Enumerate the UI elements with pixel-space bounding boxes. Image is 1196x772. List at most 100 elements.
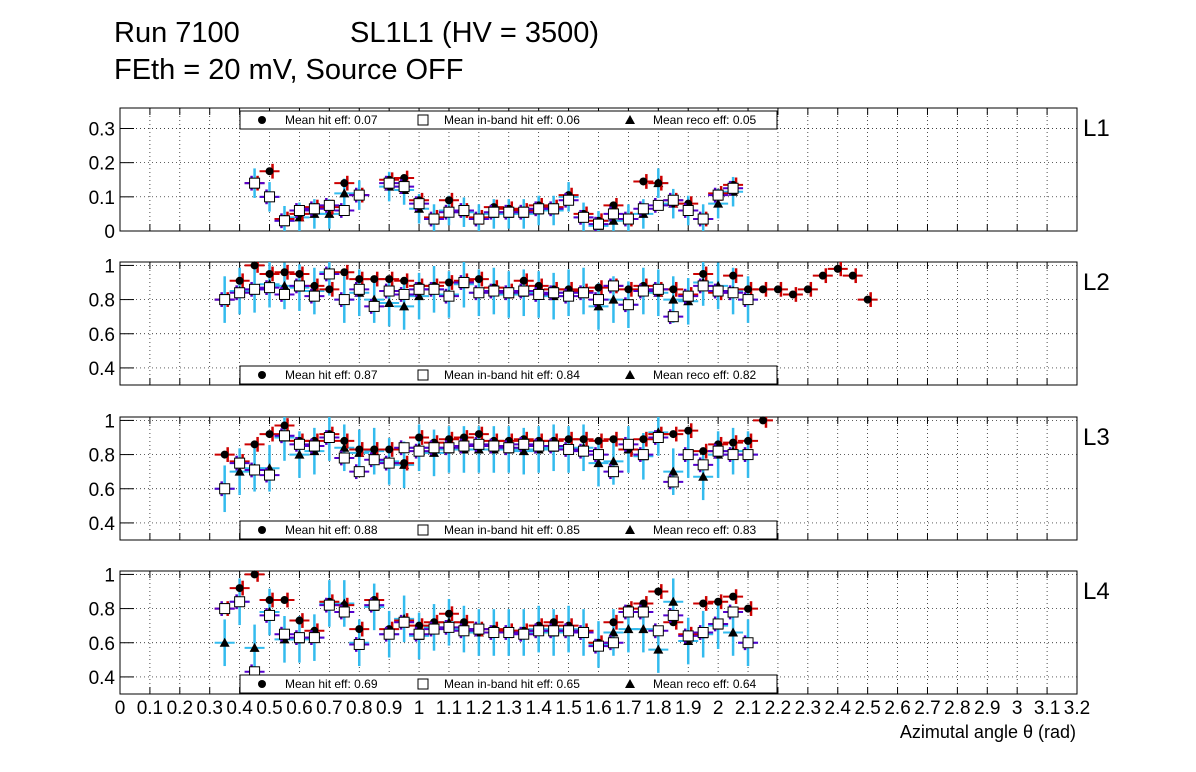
inband-point [588, 216, 609, 231]
hit-point [693, 596, 714, 611]
inband-point [394, 287, 415, 302]
inband-point [289, 278, 310, 294]
inband-point [259, 189, 280, 205]
inband-marker [353, 638, 365, 650]
hit-point [573, 431, 594, 447]
reco-marker [608, 627, 619, 637]
inband-marker [323, 432, 335, 443]
layer-label: L2 [1083, 269, 1110, 296]
legend-reco-marker [625, 679, 635, 688]
y-tick-label: 1 [104, 256, 115, 277]
inband-marker [249, 177, 261, 189]
hit-marker [444, 278, 453, 287]
inband-marker [219, 603, 231, 615]
hit-marker [699, 447, 708, 456]
x-tick-label: 2.9 [974, 698, 1000, 719]
reco-marker [608, 294, 619, 304]
inband-marker [488, 627, 500, 638]
inband-point [259, 467, 280, 483]
inband-marker [458, 277, 470, 288]
hit-point [648, 175, 669, 191]
hit-marker [519, 276, 528, 285]
inband-marker [667, 311, 679, 323]
inband-point [603, 278, 624, 294]
inband-marker [428, 213, 440, 225]
hit-marker [235, 276, 244, 285]
x-tick-label: 2.5 [854, 698, 880, 719]
hit-marker [788, 290, 797, 299]
y-tick-label: 0.6 [89, 634, 115, 655]
inband-point [633, 447, 654, 462]
inband-point [498, 285, 519, 301]
hit-marker [818, 271, 827, 280]
legend-inband-label: Mean in-band hit eff: 0.84 [444, 368, 580, 382]
inband-point [349, 281, 370, 297]
inband-marker [308, 203, 320, 215]
inband-marker [488, 285, 500, 297]
hit-marker [340, 268, 349, 277]
inband-marker [323, 599, 335, 611]
inband-marker [293, 280, 305, 292]
inband-marker [428, 623, 440, 635]
inband-point [424, 281, 445, 297]
inband-point [468, 621, 489, 637]
legend-inband-marker [417, 678, 429, 690]
inband-point [618, 297, 639, 313]
legend-reco-label: Mean reco eff: 0.83 [653, 523, 757, 537]
inband-point [274, 626, 295, 642]
inband-marker [398, 616, 410, 628]
reco-point [364, 276, 385, 323]
inband-marker [293, 205, 305, 216]
x-tick-label: 2.7 [914, 698, 940, 719]
inband-point [498, 440, 519, 456]
layer-label: L3 [1083, 424, 1110, 451]
inband-point [558, 623, 579, 639]
legend-hit-marker [258, 680, 266, 688]
inband-marker [488, 206, 500, 218]
hit-marker [639, 435, 648, 444]
hit-point [468, 271, 489, 287]
x-tick-label: 2 [713, 698, 724, 719]
inband-marker [742, 294, 754, 306]
legend-hit-label: Mean hit eff: 0.07 [285, 113, 378, 127]
hit-point [289, 613, 310, 628]
inband-point [364, 299, 385, 314]
x-tick-label: 1.2 [466, 698, 492, 719]
inband-marker [533, 203, 545, 215]
inband-marker [548, 287, 560, 299]
hit-point [588, 280, 609, 296]
inband-point [543, 285, 564, 301]
hit-point [274, 592, 295, 608]
inband-marker [308, 632, 320, 644]
x-axis-label: Azimutal angle θ (rad) [900, 722, 1076, 742]
hit-marker [220, 450, 229, 459]
inband-marker [488, 440, 500, 452]
legend-reco-marker [625, 115, 635, 124]
inband-point [543, 438, 564, 454]
reco-marker [593, 301, 604, 311]
hit-marker [250, 570, 259, 579]
inband-marker [682, 630, 694, 642]
hit-point [289, 266, 310, 282]
inband-marker [353, 466, 365, 478]
inband-marker [473, 213, 485, 225]
inband-marker [353, 283, 365, 295]
inband-marker [458, 440, 470, 452]
inband-point [424, 621, 445, 637]
inband-marker [383, 628, 395, 640]
hit-marker [385, 445, 394, 454]
inband-marker [607, 208, 619, 220]
inband-point [528, 287, 549, 302]
x-tick-label: 1.8 [645, 698, 671, 719]
inband-marker [443, 206, 455, 218]
x-tick-label: 2.3 [795, 698, 821, 719]
hit-marker [474, 275, 483, 284]
inband-point [244, 281, 265, 297]
reco-point [588, 439, 609, 487]
inband-point [409, 196, 430, 212]
inband-point [648, 623, 669, 639]
reco-marker [653, 644, 664, 654]
inband-point [394, 614, 415, 630]
reco-marker [668, 466, 679, 476]
